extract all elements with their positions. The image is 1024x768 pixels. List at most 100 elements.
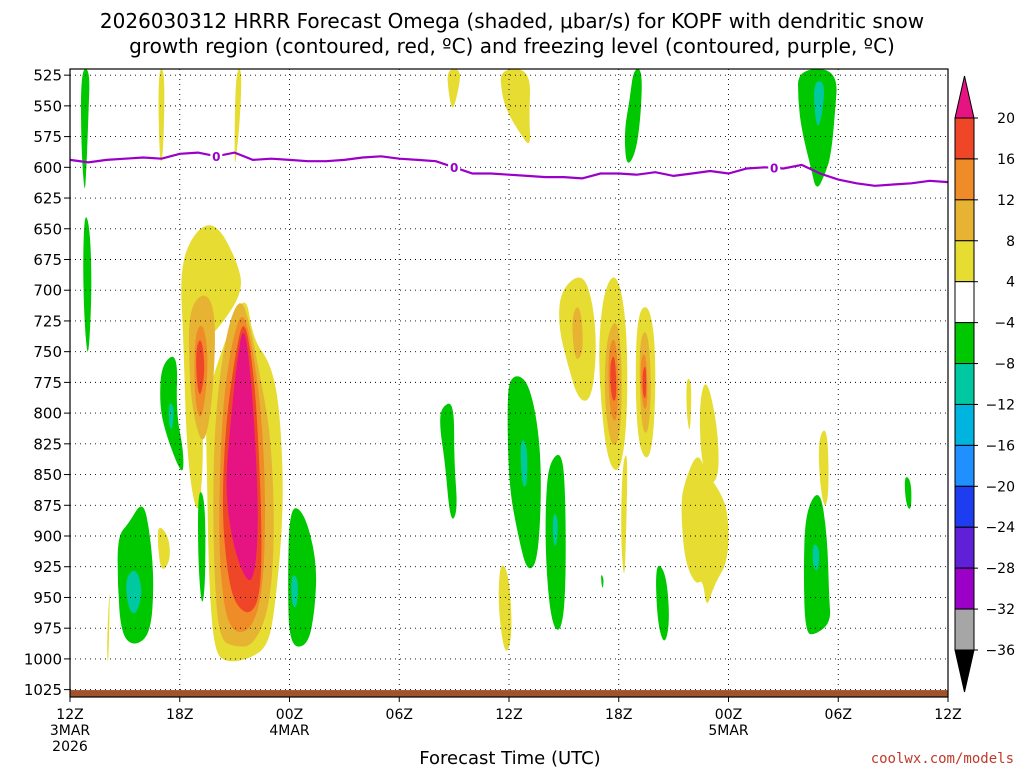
colorbar-box: [954, 363, 975, 405]
colorbar-min-triangle: [954, 649, 975, 693]
x-date-label: 3MAR: [50, 723, 91, 739]
omega-region-48: [196, 340, 205, 394]
x-tick-label: 00Z: [276, 707, 303, 723]
y-tick-label: 750: [33, 343, 62, 361]
colorbar-label: 16: [997, 152, 1015, 168]
omega-region-21: [198, 492, 206, 602]
omega-region-23: [440, 403, 457, 519]
y-tick-label: 1025: [24, 681, 62, 699]
omega-region-52: [226, 333, 258, 581]
colorbar-max-triangle: [954, 75, 975, 119]
omega-region-18: [83, 217, 92, 352]
omega-region-13: [681, 457, 729, 603]
y-tick-label: 800: [33, 405, 62, 423]
colorbar-label: −8: [994, 357, 1015, 373]
omega-region-40: [552, 513, 558, 546]
omega-region-6: [447, 69, 460, 108]
y-tick-label: 675: [33, 251, 62, 269]
omega-region-22: [288, 508, 317, 647]
colorbar-box: [954, 485, 975, 528]
omega-region-17: [81, 69, 90, 189]
y-tick-label: 525: [33, 67, 62, 85]
freezing-label-bg: [210, 149, 223, 164]
freezing-level-label: 0: [212, 150, 220, 164]
colorbar-label: −4: [994, 316, 1015, 332]
y-tick-label: 900: [33, 528, 62, 546]
ground-layer: [70, 690, 948, 697]
chart-title-line-1: 2026030312 HRRR Forecast Omega (shaded, …: [100, 9, 924, 33]
colorbar: 20 16 12 8 4 −4 −8 −12 −16 −20 −24 −28 −32 −36: [954, 75, 1015, 693]
omega-region-4: [158, 69, 165, 162]
colorbar-box: [954, 117, 975, 160]
omega-region-39: [520, 440, 528, 487]
x-tick-label: 06Z: [825, 707, 852, 723]
colorbar-box: [954, 608, 975, 651]
x-date-label: 4MAR: [269, 723, 310, 739]
colorbar-label: 8: [1006, 234, 1015, 250]
freezing-level-label: 0: [770, 161, 778, 175]
omega-region-43: [812, 544, 820, 571]
plot-area: 0 0 0: [69, 68, 949, 698]
omega-region-28: [798, 69, 837, 187]
x-date-label: 2026: [52, 739, 88, 755]
x-tick-label: 06Z: [386, 707, 413, 723]
omega-region-37: [126, 570, 142, 614]
x-axis-label: Forecast Time (UTC): [419, 748, 600, 768]
y-tick-label: 975: [33, 620, 62, 638]
freezing-level-contour: 0 0 0: [69, 149, 949, 187]
colorbar-box: [954, 199, 975, 242]
colorbar-box: [954, 567, 975, 610]
omega-region-0: [181, 225, 241, 509]
colorbar-label: 12: [997, 193, 1015, 209]
y-tick-label: 700: [33, 282, 62, 300]
y-tick-label: 1000: [24, 650, 62, 668]
omega-region-42: [814, 81, 824, 126]
chart-title-line-2: growth region (contoured, red, ºC) and f…: [129, 34, 895, 58]
colorbar-label: −20: [985, 479, 1015, 495]
colorbar-box: [954, 240, 975, 283]
colorbar-label: −28: [985, 561, 1015, 577]
colorbar-label: −36: [985, 643, 1015, 659]
omega-region-31: [601, 575, 604, 588]
colorbar-label: 4: [1006, 275, 1015, 291]
colorbar-label: 20: [997, 111, 1015, 127]
omega-region-10: [621, 455, 628, 573]
credit-text: coolwx.com/models: [871, 751, 1014, 767]
y-tick-label: 575: [33, 128, 62, 146]
colorbar-box: [954, 526, 975, 569]
colorbar-box: [954, 444, 975, 487]
omega-region-15: [818, 430, 829, 506]
omega-region-3: [157, 527, 170, 569]
omega-region-26: [656, 565, 669, 641]
omega-region-50: [610, 356, 617, 401]
y-tick-label: 600: [33, 159, 62, 177]
colorbar-label: −12: [985, 397, 1015, 413]
x-tick-label: 12Z: [495, 707, 522, 723]
omega-region-5: [234, 69, 242, 163]
colorbar-box: [954, 158, 975, 201]
ground-band: [70, 690, 948, 697]
y-axis: 525 550 575 600 625 650 675 700 725 750 775 800 825 8…: [24, 67, 70, 699]
omega-region-41: [291, 575, 298, 608]
omega-region-14: [699, 384, 719, 483]
y-tick-label: 725: [33, 312, 62, 330]
x-tick-label: 12Z: [56, 707, 83, 723]
colorbar-box: [954, 403, 975, 446]
omega-region-51: [642, 366, 647, 399]
y-tick-label: 950: [33, 589, 62, 607]
omega-region-12: [686, 378, 692, 430]
freezing-label-bg: [448, 160, 461, 175]
x-tick-label: 18Z: [605, 707, 632, 723]
omega-region-30: [904, 477, 912, 509]
x-tick-label: 18Z: [166, 707, 193, 723]
omega-region-36: [572, 307, 583, 360]
x-date-label: 5MAR: [708, 723, 749, 739]
omega-shading: [81, 69, 912, 662]
x-tick-label: 00Z: [715, 707, 742, 723]
colorbar-box: [954, 322, 975, 365]
freezing-label-bg: [768, 160, 781, 175]
y-tick-label: 875: [33, 497, 62, 515]
y-tick-label: 775: [33, 374, 62, 392]
